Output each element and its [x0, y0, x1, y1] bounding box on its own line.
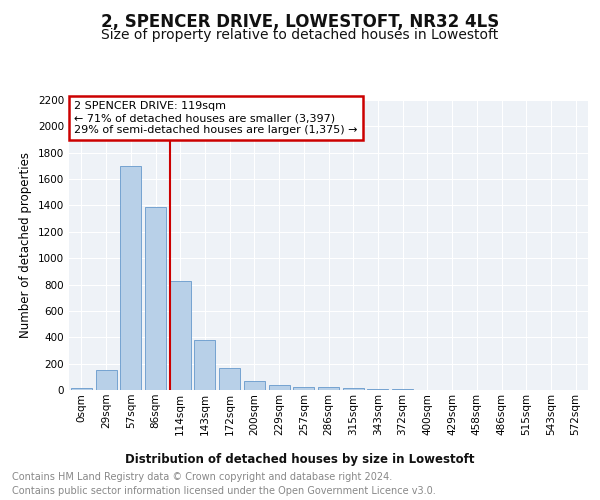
Bar: [244, 382, 265, 390]
Text: 2 SPENCER DRIVE: 119sqm
← 71% of detached houses are smaller (3,397)
29% of semi: 2 SPENCER DRIVE: 119sqm ← 71% of detache…: [74, 102, 358, 134]
Bar: [318, 388, 339, 390]
Text: Contains HM Land Registry data © Crown copyright and database right 2024.: Contains HM Land Registry data © Crown c…: [12, 472, 392, 482]
Text: Contains public sector information licensed under the Open Government Licence v3: Contains public sector information licen…: [12, 486, 436, 496]
Y-axis label: Number of detached properties: Number of detached properties: [19, 152, 32, 338]
Bar: [367, 388, 388, 390]
Bar: [120, 166, 141, 390]
Bar: [343, 388, 364, 390]
Text: Distribution of detached houses by size in Lowestoft: Distribution of detached houses by size …: [125, 452, 475, 466]
Bar: [194, 340, 215, 390]
Bar: [219, 368, 240, 390]
Bar: [170, 280, 191, 390]
Bar: [269, 386, 290, 390]
Bar: [95, 370, 116, 390]
Bar: [71, 388, 92, 390]
Bar: [145, 207, 166, 390]
Bar: [293, 387, 314, 390]
Text: 2, SPENCER DRIVE, LOWESTOFT, NR32 4LS: 2, SPENCER DRIVE, LOWESTOFT, NR32 4LS: [101, 12, 499, 30]
Text: Size of property relative to detached houses in Lowestoft: Size of property relative to detached ho…: [101, 28, 499, 42]
